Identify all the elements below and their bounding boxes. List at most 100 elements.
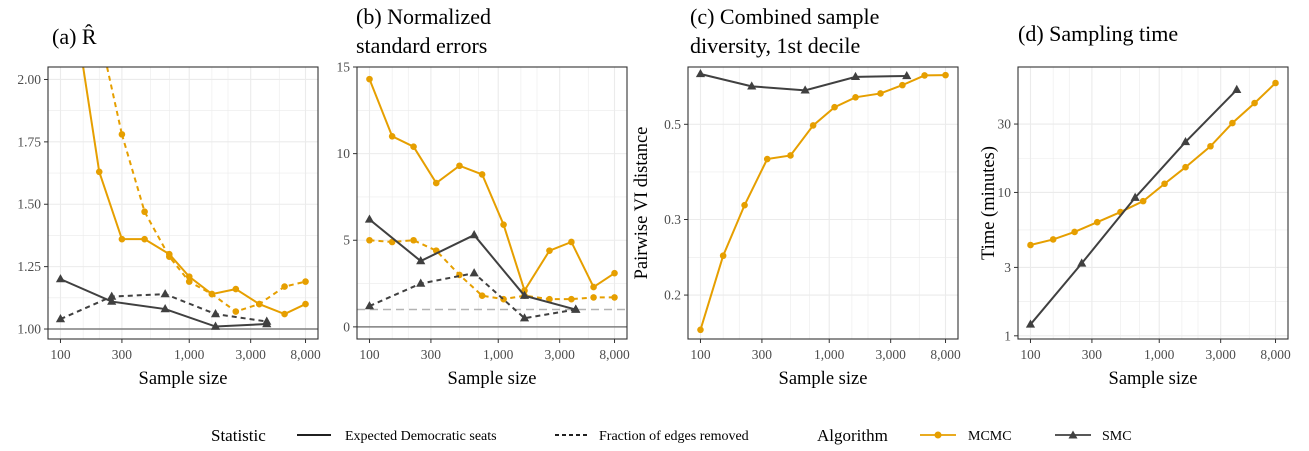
panel-title: diversity, 1st decile bbox=[690, 33, 860, 58]
plot-background bbox=[357, 67, 627, 339]
y-tick-label: 1.50 bbox=[17, 197, 41, 212]
data-point-mcmc-democratic-seats bbox=[852, 93, 859, 101]
data-point-mcmc-democratic-seats bbox=[546, 247, 553, 254]
data-point-smc-edges-removed bbox=[107, 291, 117, 300]
panel-b: 100 300 1,000 3,000 8,000 0 5 10 15 (b) Normalize… bbox=[337, 4, 630, 389]
data-point-smc-democratic-seats bbox=[469, 230, 479, 239]
x-tick-label: 3,000 bbox=[875, 347, 906, 362]
data-point-mcmc-democratic-seats bbox=[877, 90, 884, 97]
x-tick-label: 8,000 bbox=[1260, 347, 1291, 362]
legend-statistic-item-solid: Expected Democratic seats bbox=[345, 429, 497, 444]
data-point-mcmc-democratic-seats bbox=[787, 152, 794, 159]
data-point-smc-democratic-seats bbox=[695, 68, 706, 78]
y-tick-label: 2.00 bbox=[17, 72, 41, 87]
legend-algorithm-item-mcmc: MCMC bbox=[968, 429, 1012, 444]
y-tick-label: 15 bbox=[337, 60, 351, 75]
series-line-mcmc-edges-removed bbox=[369, 239, 615, 301]
x-tick-label: 8,000 bbox=[599, 347, 630, 362]
y-tick-label: 1 bbox=[1004, 328, 1011, 343]
data-point-mcmc-edges-removed bbox=[208, 290, 216, 298]
data-point-smc-democratic-seats bbox=[1025, 319, 1036, 328]
data-point-smc-democratic-seats bbox=[416, 256, 426, 265]
data-point-mcmc-democratic-seats bbox=[95, 168, 103, 176]
y-tick-label: 0.5 bbox=[664, 117, 681, 132]
x-tick-label: 1,000 bbox=[174, 347, 205, 362]
data-point-mcmc-democratic-seats bbox=[1229, 119, 1236, 127]
y-tick-label: 30 bbox=[998, 117, 1012, 132]
data-point-mcmc-edges-removed bbox=[281, 283, 288, 290]
panel-title: (a) R̂ bbox=[52, 24, 97, 49]
series-line-mcmc-democratic-seats bbox=[368, 78, 616, 293]
data-point-mcmc-edges-removed bbox=[232, 308, 240, 315]
data-point-mcmc-edges-removed bbox=[546, 295, 553, 303]
data-point-mcmc-democratic-seats bbox=[942, 71, 949, 79]
offscale-line-mcmc bbox=[106, 67, 123, 135]
series-line-mcmc-democratic-seats bbox=[98, 171, 306, 316]
y-tick-label: 10 bbox=[337, 146, 351, 161]
y-tick-label: 10 bbox=[998, 185, 1012, 200]
data-point-smc-edges-removed bbox=[416, 278, 426, 287]
data-point-smc-democratic-seats bbox=[1180, 136, 1191, 146]
data-point-smc-democratic-seats bbox=[210, 321, 221, 330]
x-tick-label: 100 bbox=[1020, 347, 1041, 362]
data-point-smc-democratic-seats bbox=[902, 70, 912, 80]
panel-title: standard errors bbox=[356, 33, 487, 58]
chart-panels: 100 300 1,000 3,000 8,0001.001.251.501.752.0… bbox=[17, 4, 1291, 389]
plot-background bbox=[688, 67, 958, 339]
legend-mcmc-point-key bbox=[934, 431, 942, 439]
data-point-mcmc-edges-removed bbox=[302, 278, 309, 285]
x-tick-label: 100 bbox=[690, 347, 711, 362]
data-point-mcmc-democratic-seats bbox=[1049, 236, 1057, 243]
legend-smc-point-key bbox=[1068, 430, 1078, 439]
x-tick-label: 8,000 bbox=[290, 347, 321, 362]
x-tick-label: 1,000 bbox=[1144, 347, 1175, 362]
y-tick-label: 3 bbox=[1004, 260, 1011, 275]
y-tick-label: 1.75 bbox=[17, 134, 41, 149]
data-point-mcmc-edges-removed bbox=[165, 253, 173, 260]
data-point-mcmc-democratic-seats bbox=[1139, 197, 1147, 205]
data-point-smc-edges-removed bbox=[55, 314, 66, 323]
data-point-smc-edges-removed bbox=[571, 304, 581, 313]
data-point-smc-democratic-seats bbox=[747, 81, 757, 90]
data-point-mcmc-edges-removed bbox=[141, 208, 148, 216]
data-point-mcmc-edges-removed bbox=[611, 294, 618, 301]
x-axis-label: Sample size bbox=[1109, 369, 1198, 389]
data-point-smc-democratic-seats bbox=[107, 296, 117, 305]
data-point-mcmc-democratic-seats bbox=[831, 103, 838, 111]
data-point-smc-democratic-seats bbox=[800, 85, 810, 94]
data-point-mcmc-edges-removed bbox=[255, 300, 263, 308]
data-point-mcmc-democratic-seats bbox=[478, 171, 486, 178]
panel-d: 100 300 1,000 3,000 8,000 1 3 10 30 (d) Sampling … bbox=[979, 21, 1291, 389]
data-point-mcmc-edges-removed bbox=[118, 131, 126, 138]
x-axis-label: Sample size bbox=[779, 369, 868, 389]
y-axis-label: Pairwise VI distance bbox=[632, 127, 652, 280]
legend-algorithm-item-smc: SMC bbox=[1102, 429, 1132, 444]
data-point-smc-democratic-seats bbox=[1130, 192, 1140, 201]
data-point-mcmc-democratic-seats bbox=[1071, 228, 1078, 236]
data-point-smc-democratic-seats bbox=[160, 304, 170, 313]
y-tick-label: 0 bbox=[343, 319, 350, 334]
x-tick-label: 300 bbox=[1082, 347, 1103, 362]
data-point-mcmc-democratic-seats bbox=[232, 285, 240, 293]
data-point-smc-democratic-seats bbox=[850, 71, 861, 81]
y-tick-label: 1.00 bbox=[17, 322, 41, 337]
data-point-mcmc-edges-removed bbox=[478, 292, 486, 299]
data-point-mcmc-democratic-seats bbox=[456, 162, 463, 170]
data-point-smc-democratic-seats bbox=[1077, 258, 1087, 267]
x-tick-label: 100 bbox=[359, 347, 380, 362]
data-point-mcmc-democratic-seats bbox=[366, 75, 373, 83]
legend-algorithm-title: Algorithm bbox=[817, 426, 888, 445]
x-tick-label: 300 bbox=[421, 347, 442, 362]
series-line-mcmc-democratic-seats bbox=[699, 74, 946, 331]
data-point-mcmc-democratic-seats bbox=[899, 81, 906, 89]
panel-border bbox=[356, 66, 628, 340]
data-point-mcmc-democratic-seats bbox=[185, 273, 193, 280]
data-point-mcmc-democratic-seats bbox=[741, 201, 748, 209]
y-tick-label: 5 bbox=[343, 233, 350, 248]
plot-area bbox=[695, 68, 949, 334]
series-line-mcmc-democratic-seats bbox=[1030, 82, 1277, 246]
data-point-mcmc-edges-removed bbox=[185, 278, 193, 285]
data-point-smc-edges-removed bbox=[262, 316, 272, 325]
data-point-smc-edges-removed bbox=[364, 301, 375, 310]
